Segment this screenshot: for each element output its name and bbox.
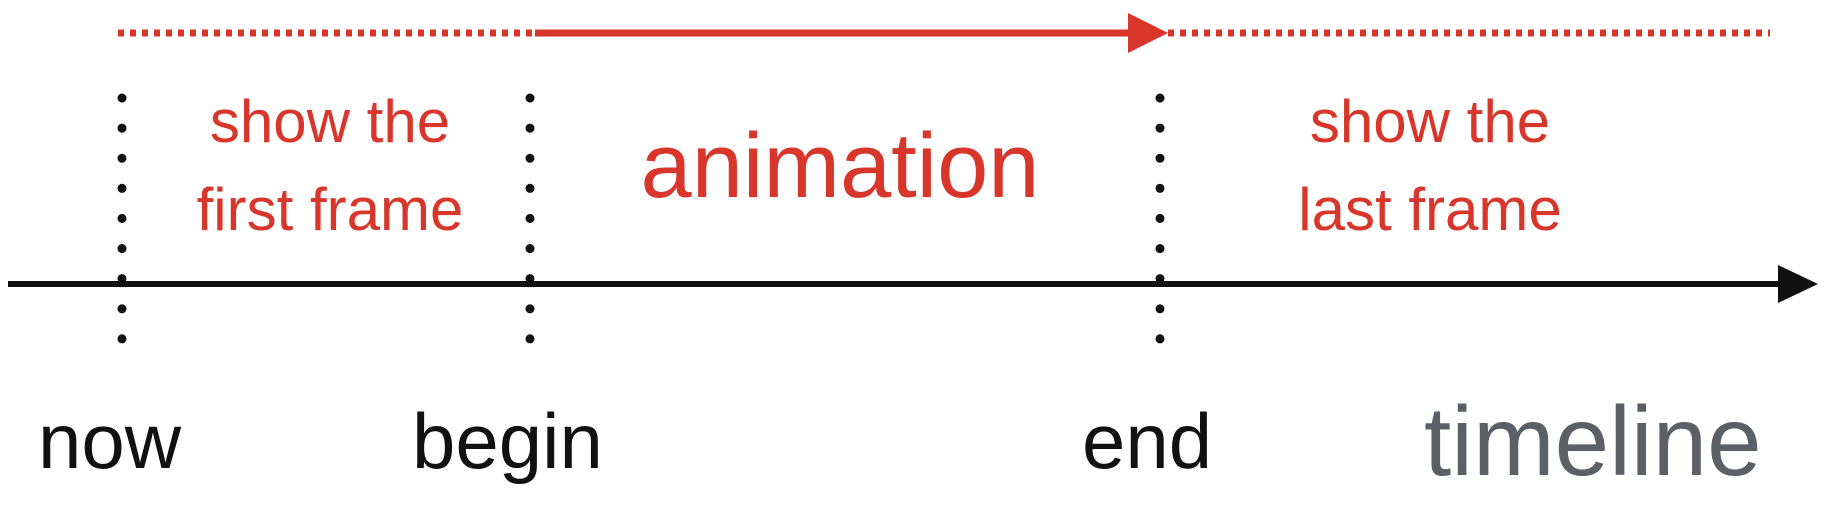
animation-arrowhead xyxy=(1128,13,1168,53)
now-label: now xyxy=(38,397,182,485)
first-frame-line-1: show the xyxy=(209,88,451,155)
timeline-arrowhead xyxy=(1778,265,1818,303)
last-frame-label: show the last frame xyxy=(1230,78,1630,254)
end-label: end xyxy=(1082,397,1213,485)
animation-label: animation xyxy=(640,115,1040,217)
first-frame-label: show the first frame xyxy=(150,78,510,254)
timeline-title: timeline xyxy=(1424,386,1762,496)
begin-label: begin xyxy=(412,397,603,485)
first-frame-line-2: first frame xyxy=(196,176,464,243)
last-frame-line-2: last frame xyxy=(1298,176,1562,243)
last-frame-line-1: show the xyxy=(1309,88,1551,155)
